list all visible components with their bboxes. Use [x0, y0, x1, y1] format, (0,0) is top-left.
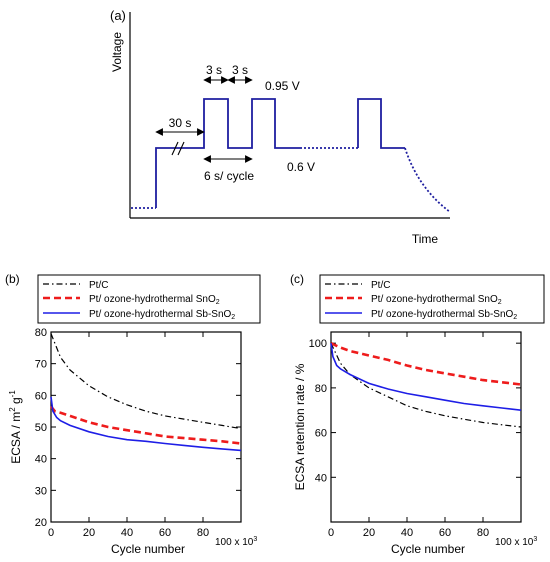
- panel-c-series: [330, 342, 522, 428]
- panel-b-x-tick-label: 60: [159, 527, 171, 539]
- panel-c-ylabel: ECSA retention rate / %: [293, 363, 307, 490]
- panel-b-y-tick-label: 70: [35, 359, 47, 371]
- panel-b-y-tick-label: 60: [35, 390, 47, 402]
- panel-a-waveform-trace: [131, 98, 451, 213]
- panel-b-plot-frame: [50, 331, 242, 523]
- panel-b-x-tick-label: 80: [197, 527, 209, 539]
- panel-b-label: (b): [5, 272, 20, 286]
- panel-c-y-tick-label: 80: [315, 383, 327, 395]
- panel-b-y-tick-label: 50: [35, 422, 47, 434]
- panel-b-y-tick-label: 40: [35, 454, 47, 466]
- panel-c-retention-chart: (c) Pt/C Pt/ ozone-hydrothermal SnO2 Pt/…: [290, 272, 545, 556]
- legend-b-label-sbsno2: Pt/ ozone-hydrothermal Sb-SnO2: [89, 309, 235, 321]
- panel-b-series-2: [50, 396, 242, 452]
- waveform-relaxation: [404, 147, 451, 213]
- legend-c-label-sno2: Pt/ ozone-hydrothermal SnO2: [371, 294, 502, 306]
- panel-c-ticks: 0 20 40 60 80 40 60 80 100: [309, 332, 521, 539]
- panel-b-ylabel: ECSA / m2 g-1: [8, 390, 23, 464]
- label-upper-potential: 0.95 V: [265, 79, 300, 93]
- waveform-hold: [155, 98, 300, 208]
- panel-c-xlabel: Cycle number: [391, 542, 465, 556]
- panel-c-series-0: [330, 342, 522, 428]
- panel-c-series-1: [330, 342, 522, 386]
- panel-c-y-tick-label: 100: [309, 338, 327, 350]
- panel-c-plot-frame: [330, 331, 522, 523]
- legend-c-label-pt-c: Pt/C: [371, 280, 390, 291]
- axis-break-mark: [171, 141, 185, 156]
- panel-a-waveform: (a) Voltage Time 30 s 3 s 3 s 6 s/ cycle…: [110, 8, 451, 246]
- legend-c: Pt/C Pt/ ozone-hydrothermal SnO2 Pt/ ozo…: [325, 280, 517, 321]
- panel-c-y-tick-label: 40: [315, 472, 327, 484]
- panel-c-x-tick-label: 0: [328, 527, 334, 539]
- panel-a-label: (a): [110, 8, 126, 23]
- legend-b: Pt/C Pt/ ozone-hydrothermal SnO2 Pt/ ozo…: [43, 280, 235, 321]
- panel-b-x-tick-label: 20: [83, 527, 95, 539]
- panel-b-series-1: [49, 405, 242, 445]
- panel-c-x-multiplier: 100 x 103: [495, 536, 537, 548]
- panel-b-series-0: [50, 333, 242, 430]
- panel-a-xlabel: Time: [412, 232, 439, 246]
- panel-c-label: (c): [290, 272, 304, 286]
- panel-c-x-tick-label: 60: [439, 527, 451, 539]
- panel-b-y-tick-label: 20: [35, 517, 47, 529]
- legend-c-label-sbsno2: Pt/ ozone-hydrothermal Sb-SnO2: [371, 309, 517, 321]
- panel-b-x-tick-label: 40: [121, 527, 133, 539]
- label-3s-low: 3 s: [232, 63, 248, 77]
- legend-c-box: [319, 274, 545, 324]
- panel-b-y-tick-label: 30: [35, 485, 47, 497]
- legend-b-label-sno2: Pt/ ozone-hydrothermal SnO2: [89, 294, 220, 306]
- panel-b-xlabel: Cycle number: [111, 542, 185, 556]
- panel-b-x-multiplier: 100 x 103: [215, 536, 257, 548]
- panel-b-ecsa-chart: (b) Pt/C Pt/ ozone-hydrothermal SnO2 Pt/…: [5, 272, 261, 556]
- label-3s-high: 3 s: [206, 63, 222, 77]
- panel-c-y-tick-label: 60: [315, 428, 327, 440]
- legend-b-label-pt-c: Pt/C: [89, 280, 108, 291]
- panel-a-ylabel: Voltage: [110, 32, 124, 72]
- panel-c-x-tick-label: 40: [401, 527, 413, 539]
- label-lower-potential: 0.6 V: [287, 160, 315, 174]
- label-cycle: 6 s/ cycle: [204, 169, 254, 183]
- legend-b-box: [37, 274, 261, 324]
- panel-c-x-tick-label: 20: [363, 527, 375, 539]
- waveform-last-cycle: [357, 98, 405, 149]
- panel-c-series-2: [330, 343, 522, 411]
- panel-b-series: [49, 333, 242, 452]
- label-30s: 30 s: [169, 116, 192, 130]
- panel-c-x-tick-label: 80: [477, 527, 489, 539]
- panel-b-x-tick-label: 0: [48, 527, 54, 539]
- panel-b-y-tick-label: 80: [35, 327, 47, 339]
